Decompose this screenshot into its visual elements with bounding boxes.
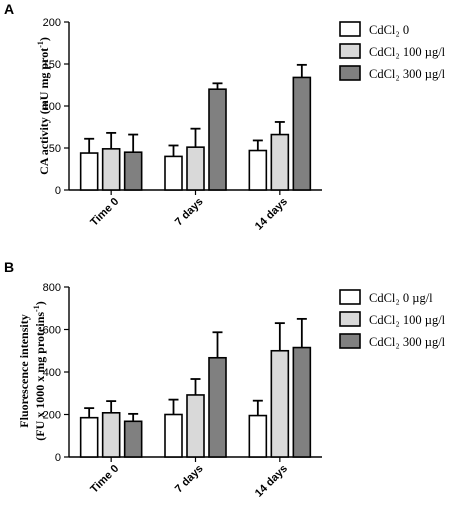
y-tick-label: 0 bbox=[55, 185, 61, 197]
bar bbox=[164, 155, 183, 191]
y-tick-label: 0 bbox=[55, 452, 61, 464]
bar bbox=[292, 76, 312, 191]
y-tick-label: 600 bbox=[43, 325, 61, 337]
legend-label: CdCl₂ 0 bbox=[369, 23, 409, 37]
panel-a-letter: A bbox=[4, 1, 14, 17]
legend-swatch bbox=[339, 21, 361, 37]
bar bbox=[123, 151, 143, 191]
legend-label: CdCl₂ 300 µg/l bbox=[369, 67, 446, 81]
bar bbox=[248, 149, 268, 191]
y-tick-label: 200 bbox=[43, 17, 61, 29]
y-tick-label: 100 bbox=[43, 101, 61, 113]
y-tick-label: 400 bbox=[43, 367, 61, 379]
bar bbox=[208, 88, 227, 191]
bar bbox=[208, 356, 227, 458]
bar bbox=[270, 133, 290, 191]
legend-swatch bbox=[339, 65, 361, 81]
bar bbox=[123, 420, 143, 458]
legend-swatch bbox=[339, 289, 361, 305]
bar bbox=[164, 413, 183, 458]
x-tick-label: Time 0 bbox=[88, 463, 121, 496]
legend-swatch bbox=[339, 43, 361, 59]
panel-b-y-axis-label-line2: (FU x 1000 x mg proteins-1) bbox=[32, 301, 47, 440]
panel-b-letter: B bbox=[4, 259, 14, 275]
bar bbox=[101, 411, 121, 458]
bar bbox=[186, 146, 205, 191]
y-tick-label: 200 bbox=[43, 410, 61, 422]
bar bbox=[292, 346, 312, 458]
panel-a-y-axis-label: CA activity (mU mg prot-1) bbox=[36, 37, 51, 175]
bar bbox=[101, 148, 121, 191]
y-tick-label: 50 bbox=[49, 143, 61, 155]
panel-a-chart: A CA activity (mU mg prot-1) 0 50 100 150 20… bbox=[4, 1, 446, 233]
y-tick-label: 150 bbox=[43, 59, 61, 71]
legend-label: CdCl₂ 300 µg/l bbox=[369, 335, 446, 349]
legend-label: CdCl₂ 100 µg/l bbox=[369, 45, 446, 59]
x-tick-label: 7 days bbox=[173, 196, 206, 229]
panel-b-chart: B Fluorescence intensity (FU x 1000 x mg… bbox=[4, 259, 446, 500]
x-tick-label: Time 0 bbox=[88, 196, 121, 229]
panel-b-y-axis-label-line1: Fluorescence intensity bbox=[17, 314, 31, 427]
bar bbox=[79, 152, 99, 191]
bar bbox=[79, 416, 99, 458]
y-tick-label: 800 bbox=[43, 282, 61, 294]
x-tick-label: 14 days bbox=[253, 463, 290, 500]
bar bbox=[186, 394, 205, 458]
x-tick-label: 7 days bbox=[173, 463, 206, 496]
bar bbox=[248, 414, 268, 458]
x-tick-label: 14 days bbox=[253, 196, 290, 233]
legend-label: CdCl₂ 100 µg/l bbox=[369, 313, 446, 327]
legend-swatch bbox=[339, 333, 361, 349]
legend-label: CdCl₂ 0 µg/l bbox=[369, 291, 433, 305]
legend-swatch bbox=[339, 311, 361, 327]
bar bbox=[270, 349, 290, 458]
